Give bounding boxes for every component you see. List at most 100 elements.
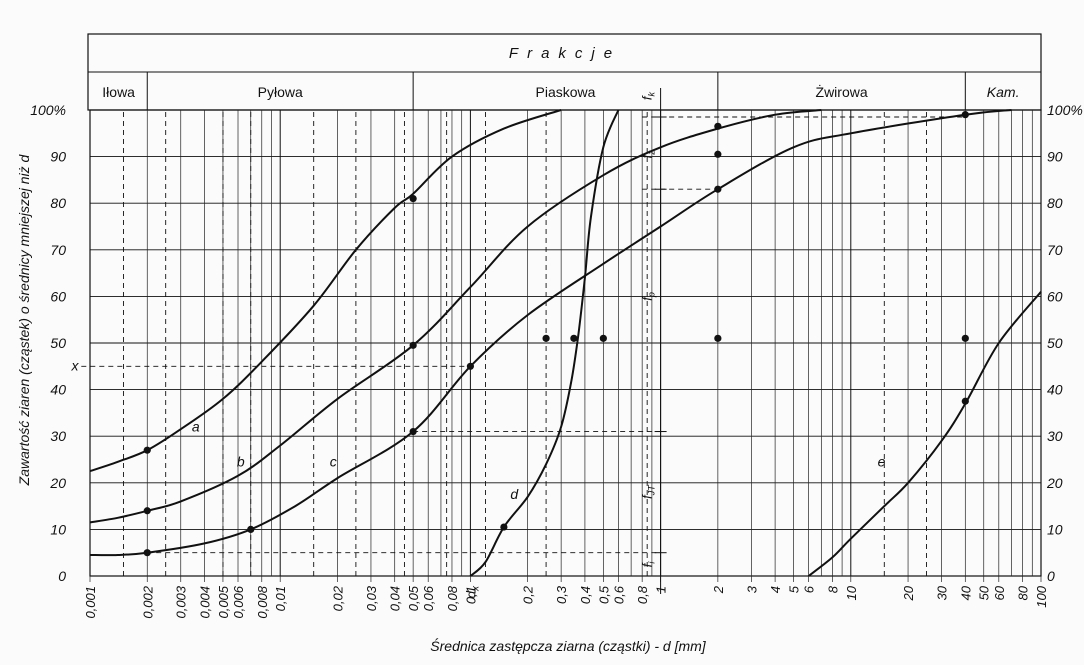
x-tick-label: 0,4 — [578, 586, 593, 604]
fraction-label: Iłowa — [102, 84, 135, 100]
data-point — [143, 549, 151, 557]
data-point — [961, 334, 969, 342]
x-tick-label: 2 — [711, 585, 726, 594]
x-tick-label: 0,8 — [635, 585, 650, 604]
x-tick-label: 0,01 — [273, 586, 288, 611]
x-tick-label: 0,006 — [231, 585, 246, 618]
y-tick-label-left: 60 — [50, 288, 66, 304]
x-tick-label: 0,3 — [554, 585, 569, 604]
fraction-subscript: ż — [647, 150, 657, 156]
curve-label-b: b — [237, 453, 245, 469]
x-tick-label: 50 — [977, 585, 992, 600]
fraction-cells: Iłowa Pyłowa Piaskowa Żwirowa Kam. — [102, 72, 1019, 110]
data-point — [599, 334, 607, 342]
data-point — [409, 341, 417, 349]
x-tick-label: 60 — [992, 585, 1007, 600]
x-tick-label: 0,5 — [596, 585, 611, 604]
fraction-label-f-k: fk — [640, 91, 657, 100]
curve-b — [89, 109, 822, 524]
fraction-label: Żwirowa — [816, 83, 868, 100]
fraction-label-f-p: fp — [640, 292, 657, 301]
data-point — [714, 150, 722, 158]
curve-label-d: d — [510, 486, 519, 502]
y-tick-label-left: 50 — [50, 335, 66, 351]
chart-grid — [89, 109, 1042, 582]
data-point — [714, 185, 722, 193]
dx-subscript: x — [470, 585, 481, 592]
x-tick-label: 10 — [844, 585, 859, 600]
x-tick-label: 6 — [802, 585, 817, 593]
fraction-label-f-ż: fż — [640, 150, 657, 159]
curve-c — [89, 109, 1012, 557]
x-tick-label: 0,002 — [140, 585, 155, 618]
y-tick-label-right: 30 — [1047, 428, 1063, 444]
x-tick-label: 20 — [901, 585, 916, 601]
y-tick-label-left: 40 — [50, 382, 66, 398]
x-tick-label: 0,004 — [198, 586, 213, 619]
data-point — [961, 111, 969, 119]
y-tick-label-right: 100% — [1047, 102, 1083, 118]
grading-curves: a b c d e — [89, 109, 1042, 577]
y-axis-title: Zawartość ziaren (cząstek) o średnicy mn… — [16, 153, 32, 486]
x-tick-label: 40 — [958, 585, 973, 600]
x-tick-label: 0,6 — [611, 585, 626, 604]
x-tick-label: 100 — [1034, 585, 1049, 607]
y-tick-label-right: 40 — [1047, 382, 1063, 398]
data-point — [466, 362, 474, 370]
fraction-label: Piaskowa — [536, 84, 596, 100]
x-tick-label: 80 — [1016, 585, 1031, 600]
fraction-label-f-i: fi — [640, 561, 657, 568]
y-tick-label-left: 100% — [30, 102, 66, 118]
x-tick-labels: 0,001 0,002 0,003 0,004 0,005 0,006 0,008 0,01 0… — [83, 585, 1049, 618]
data-point — [500, 523, 508, 531]
y-tick-label-right: 60 — [1047, 288, 1063, 304]
y-tick-labels: 0 10 20 30 40 50 60 70 80 90 100% 0 10 20 30 40 50 60 70 80… — [30, 102, 1083, 584]
y-tick-label-right: 90 — [1047, 149, 1063, 165]
fraction-label: Kam. — [987, 84, 1020, 100]
data-point — [143, 507, 151, 515]
y-tick-label-right: 0 — [1047, 568, 1055, 584]
y-tick-label-left: 30 — [50, 428, 66, 444]
fraction-label: Pyłowa — [258, 84, 303, 100]
data-point — [714, 122, 722, 130]
x-tick-label: 0,005 — [216, 585, 231, 618]
x-tick-label: 0,001 — [83, 586, 98, 619]
data-point — [143, 446, 151, 454]
x-tick-label: 0,06 — [421, 585, 436, 611]
x-axis-title: Średnica zastępcza ziarna (cząstki) - d … — [430, 637, 707, 654]
y-tick-label-right: 50 — [1047, 335, 1063, 351]
curve-e — [807, 291, 1042, 577]
fraction-subscript: k — [647, 91, 657, 96]
x-tick-label: 0,05 — [406, 585, 421, 611]
curve-label-c: c — [330, 453, 337, 469]
data-point — [409, 194, 417, 203]
y-tick-label-right: 70 — [1047, 242, 1063, 258]
y-tick-label-left: 10 — [50, 521, 66, 537]
fractions-header: Frakcje Iłowa Pyłowa Piaskowa Żwirowa Kam. — [87, 33, 1042, 111]
x-tick-label: 5 — [787, 585, 802, 593]
y-tick-label-right: 80 — [1047, 195, 1063, 211]
data-point — [542, 334, 550, 342]
data-point — [409, 427, 417, 436]
x-tick-label: 0,04 — [388, 586, 403, 611]
x-tick-label: 0,08 — [445, 585, 460, 611]
y-tick-label-left: 20 — [49, 475, 66, 491]
data-point — [961, 397, 969, 405]
curve-label-e: e — [878, 453, 886, 469]
x-tick-label: 30 — [935, 585, 950, 600]
x-tick-label: 4 — [768, 586, 783, 593]
curve-label-a: a — [192, 419, 200, 435]
fraction-subscript: i — [647, 561, 657, 564]
x-marker-label: x — [71, 357, 80, 373]
y-tick-label-left: 90 — [50, 149, 66, 165]
y-tick-label-left: 0 — [58, 568, 66, 584]
curve-a — [89, 109, 562, 473]
y-tick-label-right: 20 — [1046, 475, 1063, 491]
data-point — [570, 334, 578, 342]
header-title: Frakcje — [509, 45, 621, 62]
fraction-subscript: p — [647, 292, 657, 298]
data-point — [714, 334, 722, 342]
data-points — [143, 111, 969, 557]
